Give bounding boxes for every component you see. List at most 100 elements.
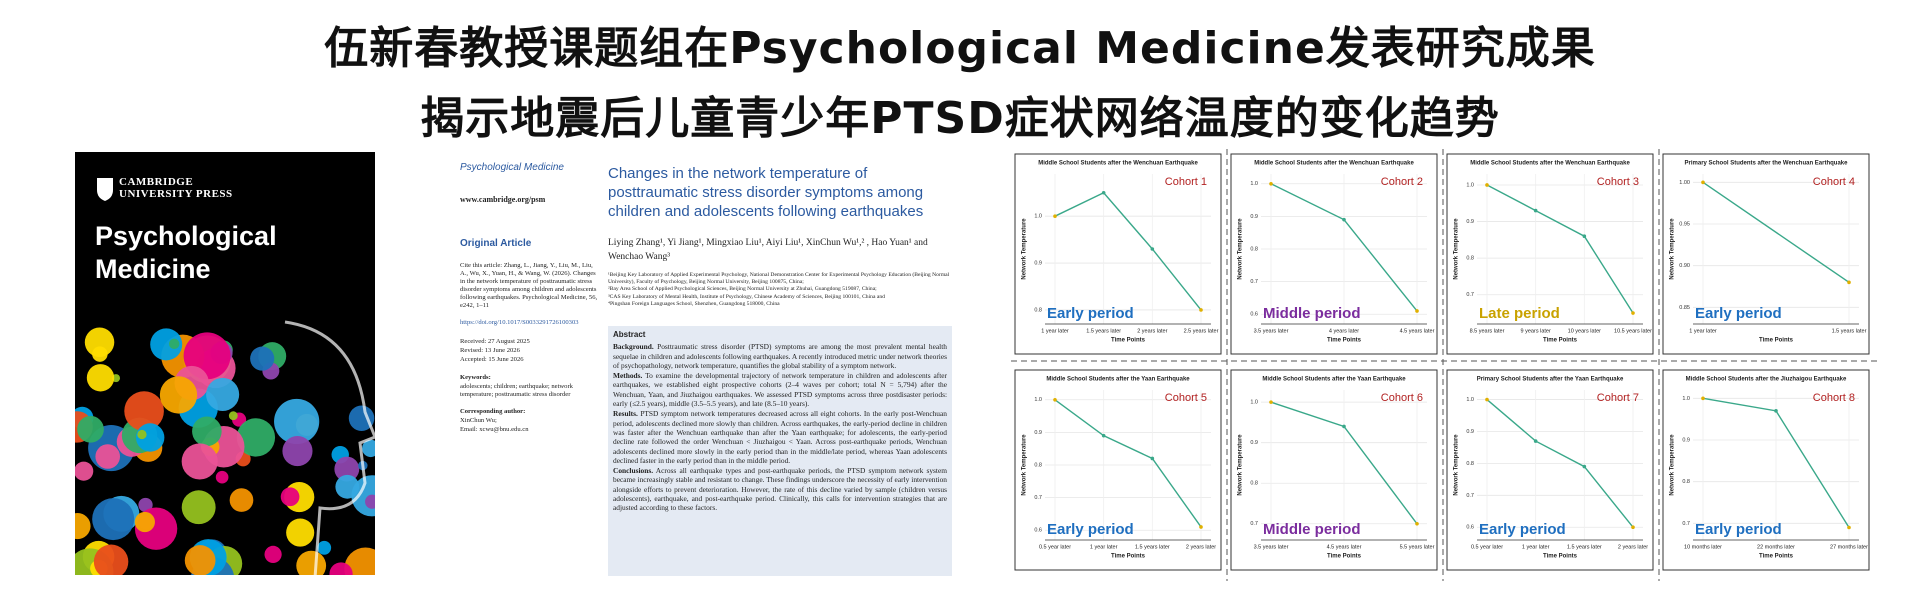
x-tick-label: 2 years later <box>1137 328 1167 334</box>
cover-dot <box>362 439 375 458</box>
y-axis-title: Network Temperature <box>1670 218 1676 280</box>
cover-title: Psychological <box>95 221 277 251</box>
x-axis-title: Time Points <box>1111 554 1146 560</box>
x-tick-label: 3.5 years later <box>1254 544 1289 550</box>
period-label: Late period <box>1479 305 1560 322</box>
data-point <box>1199 308 1203 312</box>
cover-dot <box>229 488 254 512</box>
chart-title: Primary School Students after the Wenchu… <box>1685 161 1849 167</box>
keywords-heading: Keywords: <box>460 374 491 381</box>
y-tick-label: 0.7 <box>1034 495 1042 501</box>
x-tick-label: 1.5 years later <box>1135 544 1170 550</box>
section-text: Posttraumatic stress disorder (PTSD) sym… <box>613 342 947 370</box>
y-tick-label: 0.7 <box>1682 521 1690 527</box>
section-text: PTSD symptom network temperatures decrea… <box>613 409 947 465</box>
data-point <box>1150 456 1155 461</box>
data-point <box>1053 214 1057 218</box>
cover-dot <box>181 443 218 480</box>
x-tick-label: 22 months later <box>1757 544 1795 550</box>
abstract-heading: Abstract <box>613 330 646 339</box>
x-tick-label: 10 years later <box>1568 328 1601 334</box>
date: Revised: 13 June 2026 <box>460 347 520 354</box>
article-type: Original Article <box>460 238 532 249</box>
y-tick-label: 0.8 <box>1682 479 1690 485</box>
x-tick-label: 8.5 years later <box>1470 328 1505 334</box>
x-tick-label: 4.5 years later <box>1327 544 1362 550</box>
y-tick-label: 0.9 <box>1034 430 1042 436</box>
chart-grid: Middle School Students after the Wenchua… <box>1011 149 1879 581</box>
head-silhouette <box>284 320 375 575</box>
data-point <box>1701 396 1705 401</box>
cover-dot <box>75 513 91 540</box>
cover-dot <box>317 540 332 555</box>
data-point <box>1342 217 1346 222</box>
data-point <box>1582 234 1587 238</box>
affiliation: ¹Beijing Key Laboratory of Applied Exper… <box>608 272 950 286</box>
cover-dot <box>181 490 216 525</box>
chart-title: Middle School Students after the Wenchua… <box>1254 161 1414 167</box>
cover-dot <box>250 346 275 371</box>
cover-dot <box>184 545 216 575</box>
data-point <box>1342 424 1346 429</box>
data-point <box>1150 247 1155 251</box>
x-tick-label: 1 year later <box>1090 544 1118 550</box>
x-tick-label: 4.5 years later <box>1400 328 1435 334</box>
y-tick-label: 0.7 <box>1250 279 1258 285</box>
cohort-label: Cohort 3 <box>1597 176 1639 188</box>
x-tick-label: 0.5 year later <box>1039 544 1071 550</box>
data-point <box>1101 190 1106 195</box>
chart-title: Middle School Students after the Yaan Ea… <box>1262 377 1406 383</box>
x-tick-label: 9 years later <box>1521 328 1551 334</box>
affiliation: ⁴Pingshan Foreign Languages School, Shen… <box>608 300 780 307</box>
y-tick-label: 0.8 <box>1034 307 1042 313</box>
x-axis-title: Time Points <box>1759 554 1794 560</box>
section-heading: Conclusions. <box>613 466 654 476</box>
data-point <box>1415 521 1419 526</box>
x-axis-title: Time Points <box>1111 338 1146 344</box>
article-title: Changes in the network temperature of po… <box>608 165 924 220</box>
publisher: CAMBRIDGE <box>119 176 194 188</box>
y-tick-label: 0.85 <box>1679 305 1690 311</box>
cover-dot <box>282 435 313 467</box>
y-tick-label: 0.9 <box>1250 214 1258 220</box>
cover-dot <box>138 497 153 513</box>
authors: Liying Zhang¹, Yi Jiang¹, Mingxiao Liu¹,… <box>608 238 928 262</box>
y-tick-label: 1.0 <box>1466 397 1474 403</box>
cover-dot <box>134 511 155 533</box>
cover-dot <box>86 364 115 392</box>
data-line <box>1702 181 1850 283</box>
y-axis-title: Network Temperature <box>1022 434 1028 496</box>
cover-title: Medicine <box>95 254 211 284</box>
data-line <box>1486 399 1634 528</box>
affiliations: ¹Beijing Key Laboratory of Applied Exper… <box>608 272 953 308</box>
cohort-label: Cohort 4 <box>1813 176 1855 188</box>
cover-dot <box>84 327 115 357</box>
y-tick-label: 0.9 <box>1034 261 1042 267</box>
email: Email: xcwu@bnu.edu.cn <box>460 426 529 433</box>
period-label: Early period <box>1695 305 1782 322</box>
date: Received: 27 August 2025 <box>460 338 530 345</box>
data-point <box>1631 311 1635 315</box>
chart-panel: Middle School Students after the Yaan Ea… <box>1230 369 1438 571</box>
abstract-section: Background. Posttraumatic stress disorde… <box>613 342 947 370</box>
section-text: Across all earthquake types and post-ear… <box>613 466 947 513</box>
x-tick-label: 2 years later <box>1618 544 1648 550</box>
section-heading: Background. <box>613 342 654 352</box>
y-axis-title: Network Temperature <box>1454 434 1460 496</box>
x-axis-title: Time Points <box>1327 554 1362 560</box>
y-tick-label: 0.95 <box>1679 221 1690 227</box>
y-tick-label: 0.6 <box>1250 312 1258 318</box>
data-point <box>1631 525 1635 530</box>
data-point <box>1053 397 1057 402</box>
chart-panel: Middle School Students after the Wenchua… <box>1230 153 1438 355</box>
y-tick-label: 0.9 <box>1466 429 1474 435</box>
chart-panel: Middle School Students after the Jiuzhai… <box>1662 369 1870 571</box>
data-point <box>1269 181 1273 186</box>
data-point <box>1847 280 1851 285</box>
affiliation: ³CAS Key Laboratory of Mental Health, In… <box>608 293 885 300</box>
y-tick-label: 0.8 <box>1034 462 1042 468</box>
data-point <box>1101 433 1106 438</box>
chart-panel: Primary School Students after the Yaan E… <box>1446 369 1654 571</box>
headline: 揭示地震后儿童青少年PTSD症状网络温度的变化趋势 <box>420 93 1500 144</box>
